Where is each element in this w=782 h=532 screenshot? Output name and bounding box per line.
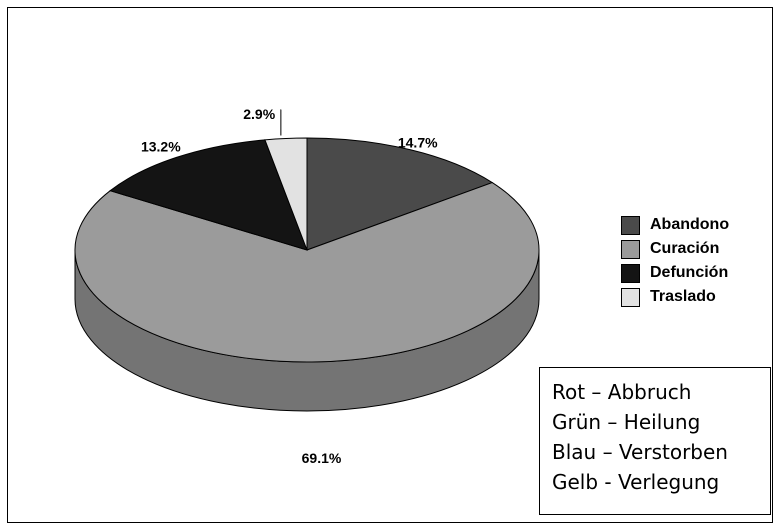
note-gruen: Grün – Heilung: [552, 410, 701, 434]
legend-item-abandono: Abandono: [621, 213, 729, 237]
data-label-abandono: 14.7%: [398, 135, 438, 151]
legend-label-curacion: Curación: [650, 240, 720, 257]
pie-slice-curacion: [74, 182, 540, 363]
data-label-curacion: 69.1%: [302, 450, 342, 466]
data-label-defuncion: 13.2%: [141, 138, 181, 154]
note-rot: Rot – Abbruch: [552, 380, 692, 404]
pie-slice-defuncion: [109, 139, 308, 251]
legend-swatch-abandono: [621, 215, 640, 235]
legend-swatch-defuncion: [621, 263, 640, 283]
legend-item-traslado: Traslado: [621, 285, 729, 309]
legend-item-defuncion: Defunción: [621, 261, 729, 285]
data-label-traslado: 2.9%: [243, 106, 275, 122]
legend-swatch-curacion: [621, 239, 640, 259]
pie-slice-abandono: [306, 137, 494, 251]
legend-label-traslado: Traslado: [650, 288, 716, 305]
translation-notes-box: Rot – Abbruch Grün – Heilung Blau – Vers…: [539, 367, 771, 515]
note-gelb: Gelb - Verlegung: [552, 470, 720, 494]
legend-swatch-traslado: [621, 287, 640, 307]
legend: Abandono Curación Defunción Traslado: [621, 213, 729, 309]
legend-item-curacion: Curación: [621, 237, 729, 261]
legend-label-defuncion: Defunción: [650, 264, 729, 281]
note-blau: Blau – Verstorben: [552, 440, 728, 464]
legend-label-abandono: Abandono: [650, 216, 730, 233]
pie-slice-traslado: [264, 137, 308, 251]
